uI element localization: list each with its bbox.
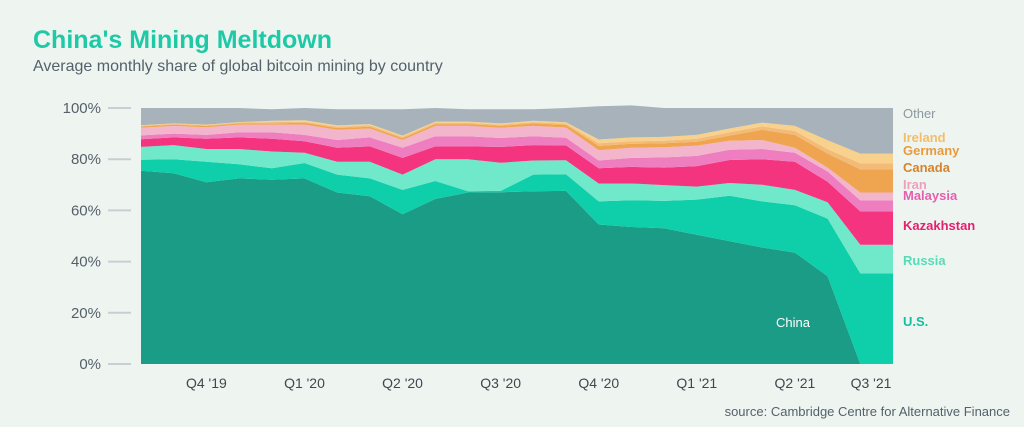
series-label-china: China [776,315,811,330]
area-layers [141,105,893,364]
x-tick-label: Q3 '21 [851,375,892,391]
x-tick-label: Q4 '19 [186,375,227,391]
area-russia [141,145,893,274]
area-other [141,105,893,154]
area-kazakhstan [141,137,893,245]
y-tick-label: 60% [71,202,101,219]
source-note: source: Cambridge Centre for Alternative… [724,404,1010,419]
y-tick-label: 100% [63,100,101,117]
chart-title: China's Mining Meltdown [33,26,332,54]
x-tick-label: Q1 '20 [284,375,325,391]
chart-subtitle: Average monthly share of global bitcoin … [33,58,443,75]
y-tick-label: 0% [79,356,101,373]
series-label-russia: Russia [903,253,946,268]
area-u-s [141,159,893,364]
x-tick-label: Q2 '21 [775,375,816,391]
y-tick-label: 40% [71,254,101,271]
series-label-malaysia: Malaysia [903,188,958,203]
x-axis: Q4 '19 Q1 '20 Q2 '20 Q3 '20 Q4 '20 Q1 '21 Q2 '… [186,375,892,391]
y-tick-label: 80% [71,151,101,168]
x-tick-label: Q2 '20 [382,375,423,391]
x-tick-label: Q1 '21 [676,375,717,391]
series-label-canada: Canada [903,160,951,175]
series-label-u-s: U.S. [903,314,928,329]
y-axis: 0% 20% 40% 60% 80% 100% [63,100,131,373]
area-china [141,170,893,364]
x-tick-label: Q4 '20 [578,375,619,391]
y-tick-label: 20% [71,305,101,322]
series-label-ireland: Ireland [903,130,946,145]
x-tick-label: Q3 '20 [480,375,521,391]
series-label-germany: Germany [903,143,960,158]
series-label-kazakhstan: Kazakhstan [903,218,975,233]
series-label-other: Other [903,106,936,121]
area-iran [141,124,893,201]
series-label-iran: Iran [903,177,927,192]
